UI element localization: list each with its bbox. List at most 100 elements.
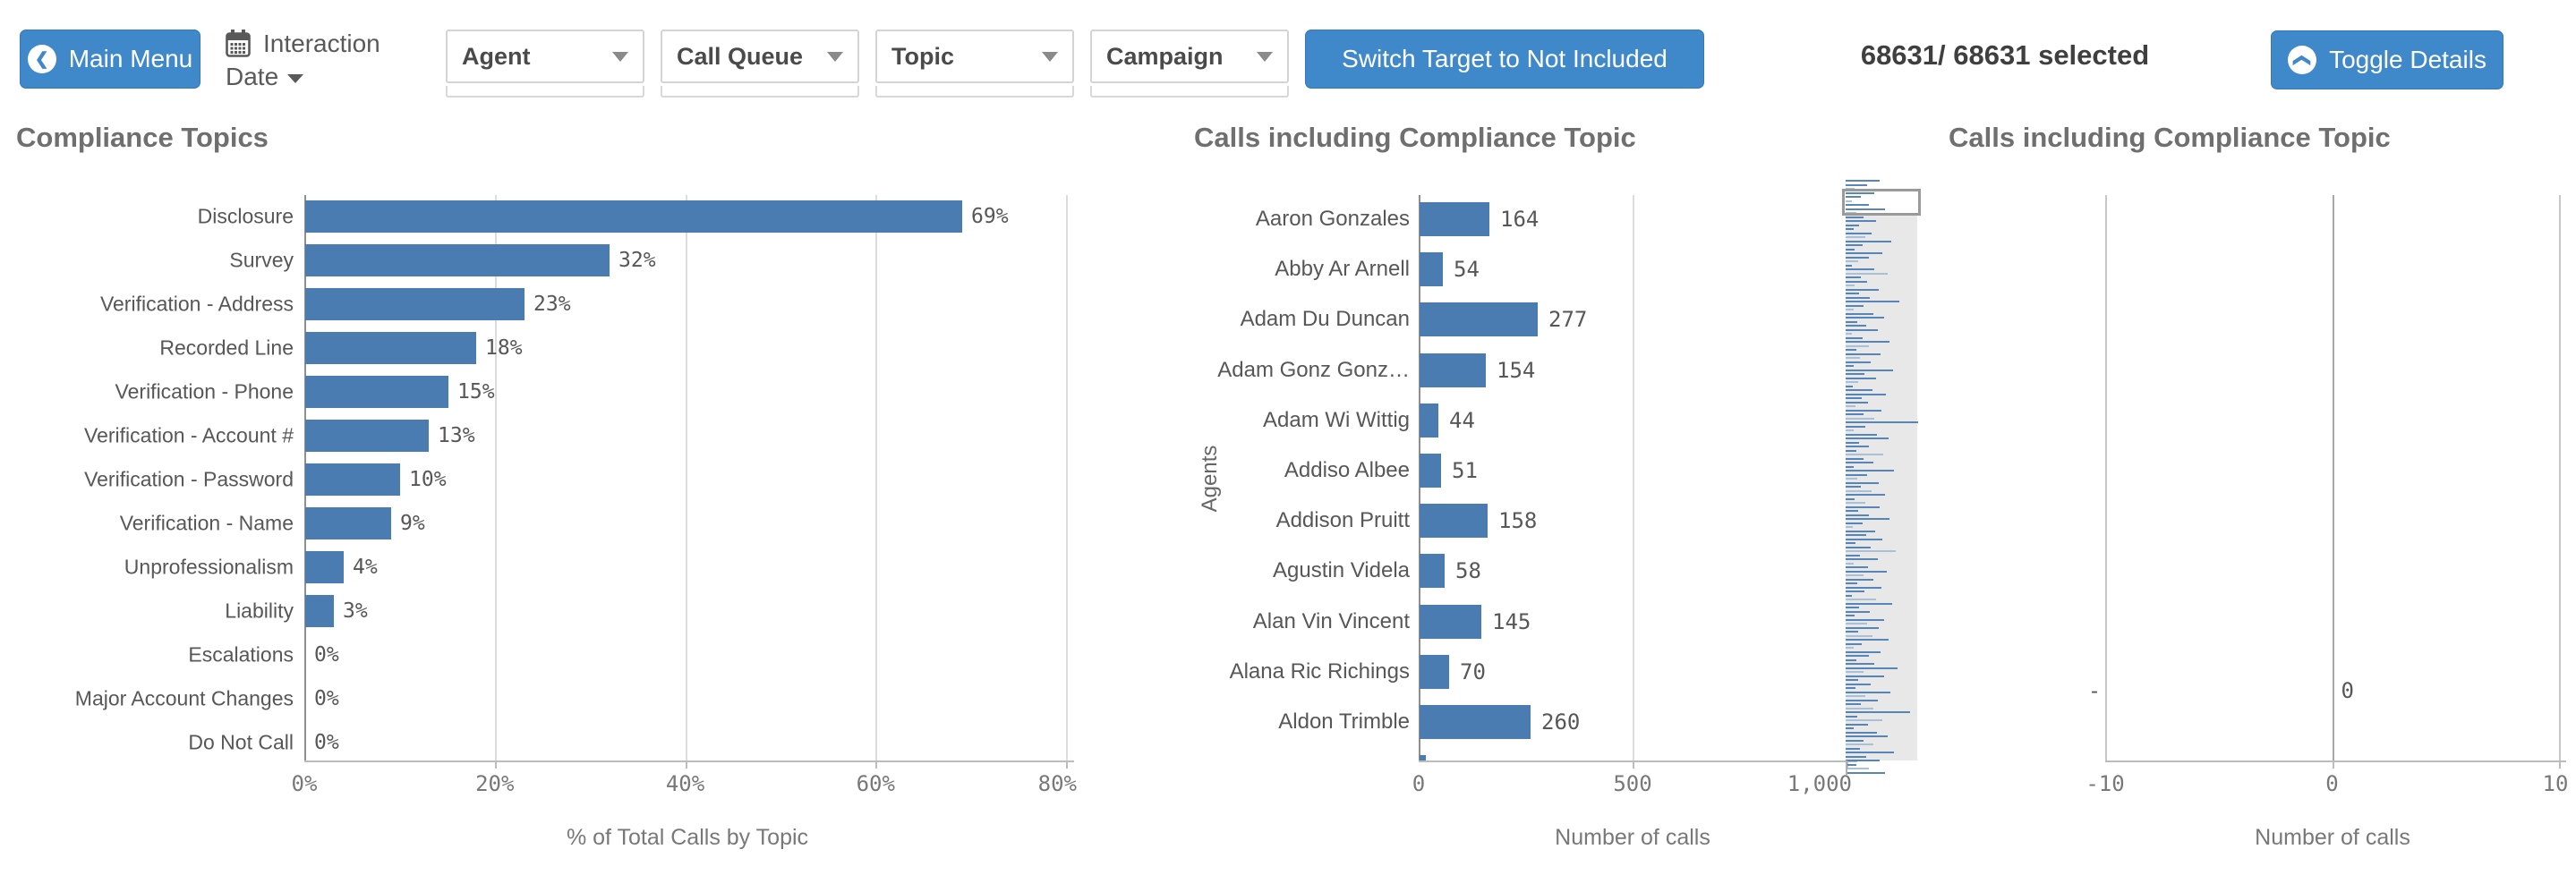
- x-tick-label: 0: [2325, 771, 2339, 796]
- bar-mark[interactable]: [305, 200, 962, 233]
- chevron-down-icon: [287, 73, 304, 83]
- filter-dropdown-agent[interactable]: Agent: [446, 30, 644, 98]
- bar-mark[interactable]: [1420, 403, 1438, 438]
- bar-mark[interactable]: [1420, 654, 1449, 689]
- minimap-bar: [1846, 542, 1856, 545]
- minimap-bar: [1846, 610, 1871, 613]
- minimap-bar: [1846, 200, 1852, 202]
- minimap-bar: [1846, 256, 1869, 259]
- minimap-bar: [1846, 240, 1891, 242]
- minimap-bar: [1846, 369, 1893, 371]
- minimap-bar: [1846, 687, 1856, 690]
- interaction-date-control[interactable]: Interaction Date: [226, 27, 380, 93]
- bar-mark[interactable]: [1420, 705, 1531, 739]
- bar-mark[interactable]: [1420, 252, 1443, 287]
- axis-tick: [685, 760, 687, 769]
- category-label: Unprofessionalism: [124, 555, 294, 579]
- minimap-bar: [1846, 578, 1873, 581]
- category-label: Major Account Changes: [74, 686, 294, 710]
- minimap-bar: [1846, 650, 1881, 653]
- minimap-bar: [1846, 699, 1878, 701]
- value-label: 154: [1497, 357, 1536, 383]
- minimap-bar: [1846, 550, 1897, 553]
- minimap-bar: [1846, 232, 1872, 234]
- value-label: 23%: [533, 293, 571, 316]
- minimap-bar: [1846, 631, 1858, 633]
- minimap-bar: [1846, 518, 1890, 521]
- bar-mark[interactable]: [305, 420, 429, 452]
- minimap-bar: [1846, 409, 1881, 412]
- minimap-bar: [1846, 389, 1872, 392]
- x-axis-title-left: % of Total Calls by Topic: [566, 825, 809, 850]
- bar-mark[interactable]: [305, 288, 525, 320]
- bar-mark[interactable]: [1420, 604, 1481, 639]
- bar-mark[interactable]: [305, 463, 400, 496]
- category-label: Escalations: [188, 642, 294, 667]
- minimap-bar: [1846, 349, 1856, 352]
- bar-mark[interactable]: [1420, 504, 1488, 539]
- bar-mark[interactable]: [305, 332, 476, 364]
- value-label: 260: [1541, 709, 1581, 735]
- x-axis-title-middle: Number of calls: [1555, 825, 1710, 850]
- minimap-bar: [1846, 607, 1860, 609]
- minimap-bar: [1846, 546, 1872, 548]
- minimap-bar: [1846, 405, 1856, 408]
- value-label: 69%: [971, 205, 1009, 228]
- category-label: Do Not Call: [188, 730, 294, 754]
- category-label: Adam Gonz Gonz…: [1217, 357, 1410, 382]
- bar-mark[interactable]: [1420, 353, 1486, 387]
- category-label: Aldon Trimble: [1278, 709, 1410, 734]
- minimap-bar: [1846, 586, 1881, 589]
- toggle-details-button[interactable]: ❮ Toggle Details: [2271, 30, 2503, 89]
- minimap-bar: [1846, 478, 1857, 480]
- interaction-date-label-line1: Interaction: [263, 30, 380, 57]
- minimap-bar: [1846, 260, 1858, 263]
- bar-mark[interactable]: [1420, 454, 1441, 488]
- minimap-bar: [1846, 623, 1867, 625]
- switch-target-button[interactable]: Switch Target to Not Included: [1305, 30, 1704, 89]
- main-menu-button[interactable]: ❮ Main Menu: [20, 30, 200, 89]
- minimap-bar: [1846, 707, 1873, 709]
- value-label: 145: [1492, 608, 1531, 634]
- axis-tick: [2332, 760, 2334, 769]
- minimap-bar: [1846, 470, 1895, 472]
- category-label: Addiso Albee: [1284, 458, 1410, 482]
- minimap-bar: [1846, 727, 1855, 730]
- x-tick-label: 0%: [291, 771, 318, 796]
- x-tick-label: 10: [2542, 771, 2569, 796]
- minimap-bar: [1846, 191, 1875, 194]
- bar-mark[interactable]: [305, 507, 391, 539]
- x-tick-label: 60%: [856, 771, 895, 796]
- bar-mark[interactable]: [1420, 554, 1445, 589]
- bar-mark[interactable]: [305, 595, 334, 627]
- filter-strip: [875, 86, 1074, 98]
- minimap-bar: [1846, 599, 1876, 601]
- minimap-bar: [1846, 224, 1860, 226]
- gridline: [2105, 195, 2107, 760]
- bar-mark[interactable]: [1420, 302, 1538, 337]
- bar-mark-partial[interactable]: [1420, 755, 1426, 760]
- filter-label: Call Queue: [677, 42, 804, 70]
- minimap-bar: [1846, 691, 1891, 693]
- minimap-bar: [1846, 615, 1855, 617]
- minimap-bar: [1846, 285, 1855, 287]
- minimap-bar: [1846, 288, 1880, 291]
- minimap-bar: [1846, 510, 1859, 513]
- scrollbar-viewport-handle[interactable]: [1842, 189, 1921, 216]
- filter-dropdown-call-queue[interactable]: Call Queue: [661, 30, 859, 98]
- bar-mark[interactable]: [305, 551, 344, 583]
- value-label: 58: [1455, 558, 1481, 584]
- bar-mark[interactable]: [305, 244, 610, 276]
- category-label: Survey: [229, 248, 294, 272]
- bar-mark[interactable]: [305, 376, 448, 408]
- filter-dropdown-campaign[interactable]: Campaign: [1090, 30, 1289, 98]
- value-label: 32%: [618, 249, 656, 272]
- minimap-bar: [1846, 663, 1875, 666]
- bar-mark[interactable]: [1420, 202, 1489, 236]
- minimap-bar: [1846, 280, 1867, 283]
- filter-dropdown-topic[interactable]: Topic: [875, 30, 1074, 98]
- minimap-bar: [1846, 731, 1877, 734]
- minimap-bar: [1846, 208, 1886, 210]
- minimap-bar: [1846, 679, 1859, 682]
- minimap-bar: [1846, 393, 1887, 395]
